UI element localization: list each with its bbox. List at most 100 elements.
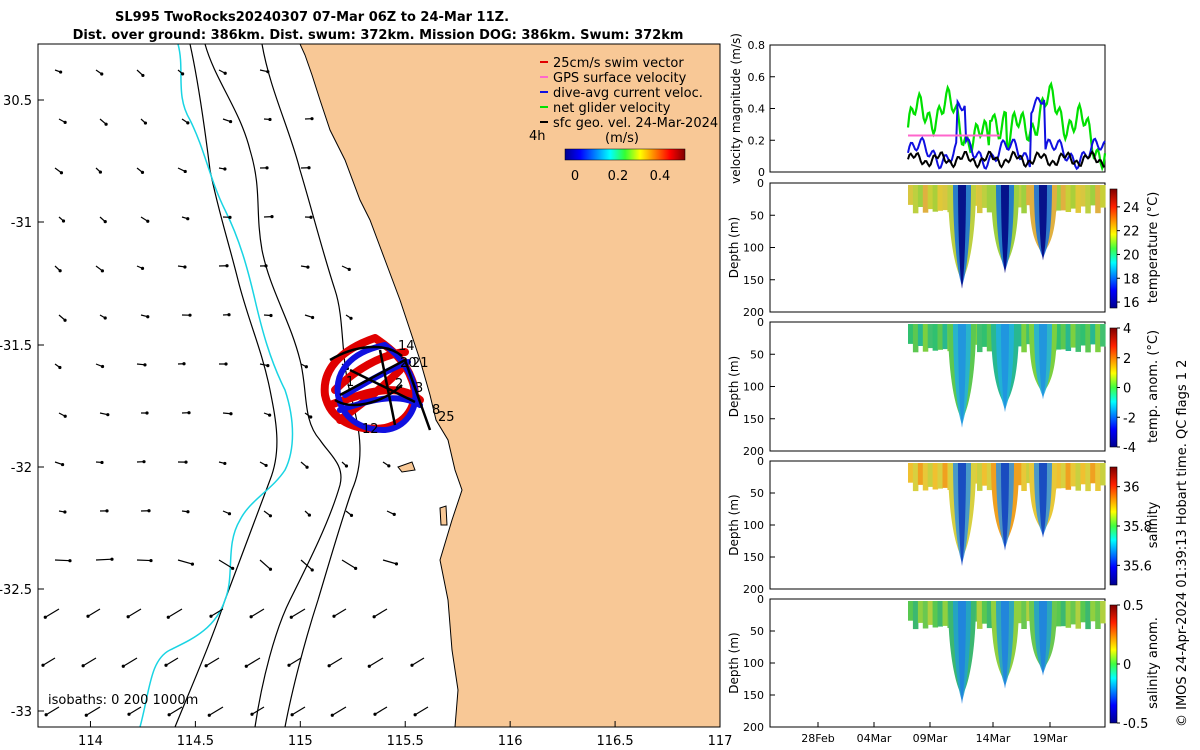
cbar-tick-label: 35.6 [1123,559,1152,574]
profile-cell [912,324,919,353]
velocity-arrow-head [264,264,268,268]
velocity-arrow [45,706,60,716]
y-tick-label: 100 [743,519,764,532]
time-tick-label: 28Feb [801,732,834,745]
velocity-arrow [218,559,233,569]
velocity-arrow-head [44,713,48,717]
map-y-tick-label: -33 [11,705,32,720]
legend-entry-label: sfc geo. vel. 24-Mar-2024 [553,116,718,131]
velocity-arrow-head [41,663,45,667]
map-y-tick-label: -31 [11,216,32,231]
profile-cell [908,463,914,483]
track-day-label: 12 [362,422,379,437]
velocity-arrow-head [349,316,353,320]
profile-cell [1016,601,1022,624]
y-tick-label: 150 [743,551,764,564]
colorbar-label: salinity [1146,501,1161,548]
velocity-arrow-head [224,362,228,366]
profile-cell [1055,601,1062,627]
dive-plume [1001,463,1009,551]
velocity-arrow [44,608,60,618]
velocity-arrow-head [81,664,85,668]
land-mass [299,44,720,727]
velocity-arrow-head [98,170,102,174]
map-y-ticks: 30.5 -31 -31.5 -32 -32.5 -33 [0,94,44,720]
profile-cell [1026,185,1032,206]
velocity-arrow-head [228,119,233,124]
cbar-tick-label: -4 [1123,441,1136,456]
track-day-label: 25 [438,410,455,425]
surface-velocity-arrows [41,69,429,717]
velocity-arrow-head [141,73,145,78]
map-x-tick-label: 114.5 [177,734,214,749]
profile-cell [908,324,914,344]
velocity-arrow-head [332,614,336,618]
legend-entry-label: dive-avg current veloc. [553,86,703,101]
profile-cell [1085,185,1091,214]
velocity-arrow-head [149,558,153,563]
velocity-arrow [210,608,224,617]
profile-cell [927,463,934,487]
velocity-arrow-head [372,615,376,619]
velocity-arrow-head [182,362,186,366]
time-tick-label: 19Mar [1033,732,1068,745]
y-tick-label: 0.2 [748,134,766,147]
profile-cell [1100,601,1106,624]
profile-cell [912,601,919,630]
dive-plume [1039,185,1047,261]
dive-plume [1039,324,1047,400]
dive-plume [958,601,966,704]
velocity-arrow [341,559,356,569]
velocity-arrow [177,559,193,565]
profile-cell [1070,601,1076,625]
track-day-label: 14 [398,339,415,354]
velocity-arrow [54,559,71,562]
velocity-arrow-head [100,269,104,273]
map-y-tick-label: 30.5 [3,94,32,109]
y-tick-label: 0 [758,166,765,179]
map-x-tick-label: 116.5 [596,734,633,749]
y-axis-label: Depth (m) [727,632,741,693]
profile-cell [1055,324,1062,350]
velocity-arrow [245,657,261,667]
cbar-tick-label: 35.8 [1123,520,1152,535]
dive-plume [958,185,966,289]
y-tick-label: 50 [750,209,764,222]
track-day-label: 20 [400,356,417,371]
velocity-arrow-head [184,460,188,464]
legend-entry-label: net glider velocity [553,101,671,116]
y-tick-label: 0 [757,455,764,468]
velocity-arrow-head [100,364,105,369]
velocity-arrow-head [143,363,147,367]
profile-cell [1090,185,1096,206]
profile-cell [1070,185,1076,209]
y-tick-label: 50 [750,625,764,638]
time-tick-label: 04Mar [857,732,892,745]
profile-cell [1095,324,1101,353]
panel-colorbar [1109,466,1118,586]
velocity-arrow-head [227,313,231,317]
y-axis-label: Depth (m) [727,217,741,278]
y-axis-label: Depth (m) [727,356,741,417]
profile-cell [917,324,924,346]
profile-cell [1090,601,1096,622]
velocity-arrow-head [227,512,232,516]
velocity-arrow [288,657,302,666]
velocity-arrow-head [367,664,371,668]
y-tick-label: 0.4 [748,103,766,116]
velocity-arrow-head [305,465,309,469]
panel-4: 0 50 100 150 200 Depth (m) 0.5 0 -0.5 salinity an… [727,593,1161,734]
profile-cell [1075,463,1081,491]
velocity-arrow-head [373,712,377,716]
velocity-arrow-head [250,712,254,716]
velocity-arrow-head [225,264,229,268]
velocity-arrow-head [63,318,67,322]
y-tick-label: 150 [743,689,764,702]
panel-colorbar [1109,188,1118,309]
profile-cell [937,601,943,627]
y-tick-label: 200 [743,445,764,458]
profile-cell [977,185,983,214]
profile-cell [986,601,993,629]
velocity-arrow-head [43,615,47,619]
colorbar-unit: (m/s) [605,131,639,146]
